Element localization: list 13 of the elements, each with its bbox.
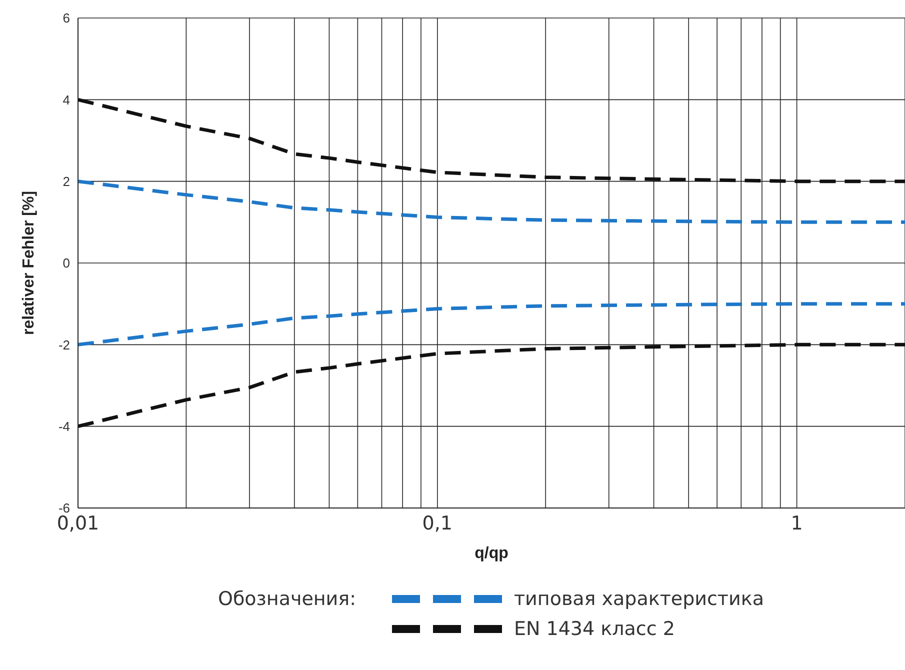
x-tick-label: 0,1 — [422, 512, 453, 534]
x-tick-label: 1 — [790, 512, 803, 534]
y-tick-label: 0 — [62, 256, 70, 271]
legend-label: EN 1434 класс 2 — [514, 618, 675, 640]
y-tick-label: 2 — [62, 174, 70, 189]
y-tick-label: 4 — [62, 92, 70, 108]
x-axis-title: q/qp — [474, 545, 509, 562]
y-axis-title: relativer Fehler [%] — [20, 190, 38, 336]
legend-label: типовая характеристика — [514, 588, 764, 610]
y-tick-label: -2 — [58, 337, 70, 352]
y-tick-label: 6 — [62, 10, 70, 26]
legend-title: Обозначения: — [218, 588, 356, 612]
y-tick-label: -4 — [58, 418, 70, 434]
